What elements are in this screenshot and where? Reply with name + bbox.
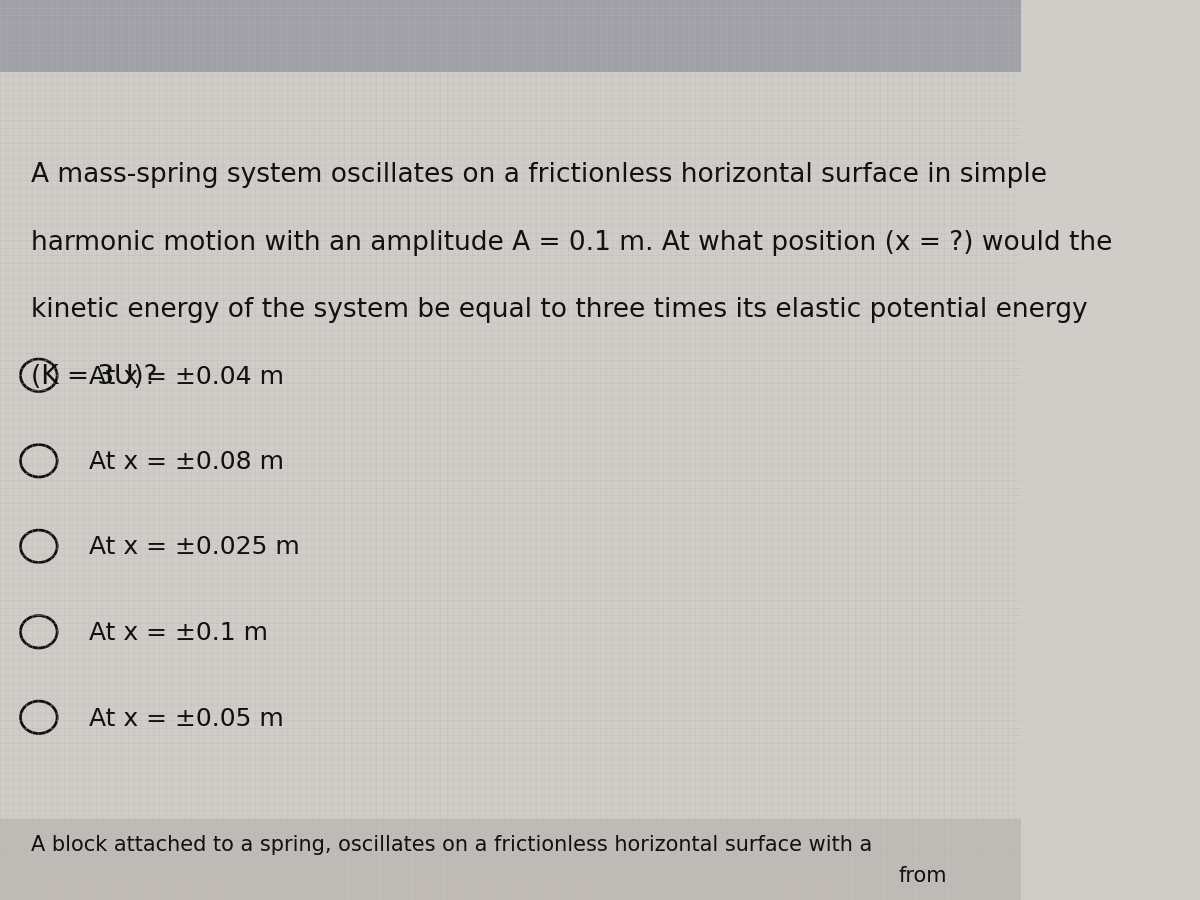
Text: (K = 3U)?: (K = 3U)?: [31, 364, 157, 391]
Text: A mass-spring system oscillates on a frictionless horizontal surface in simple: A mass-spring system oscillates on a fri…: [31, 162, 1046, 188]
Text: kinetic energy of the system be equal to three times its elastic potential energ: kinetic energy of the system be equal to…: [31, 297, 1087, 323]
Text: from: from: [899, 866, 947, 886]
Text: At x = ±0.04 m: At x = ±0.04 m: [89, 364, 284, 389]
Text: At x = ±0.05 m: At x = ±0.05 m: [89, 706, 283, 731]
FancyBboxPatch shape: [0, 819, 1021, 900]
Text: At x = ±0.08 m: At x = ±0.08 m: [89, 450, 284, 474]
Text: A block attached to a spring, oscillates on a frictionless horizontal surface wi: A block attached to a spring, oscillates…: [31, 835, 872, 855]
FancyBboxPatch shape: [0, 0, 1021, 72]
Text: harmonic motion with an amplitude A = 0.1 m. At what position (x = ?) would the: harmonic motion with an amplitude A = 0.…: [31, 230, 1112, 256]
Text: At x = ±0.1 m: At x = ±0.1 m: [89, 621, 268, 645]
Text: At x = ±0.025 m: At x = ±0.025 m: [89, 536, 300, 560]
